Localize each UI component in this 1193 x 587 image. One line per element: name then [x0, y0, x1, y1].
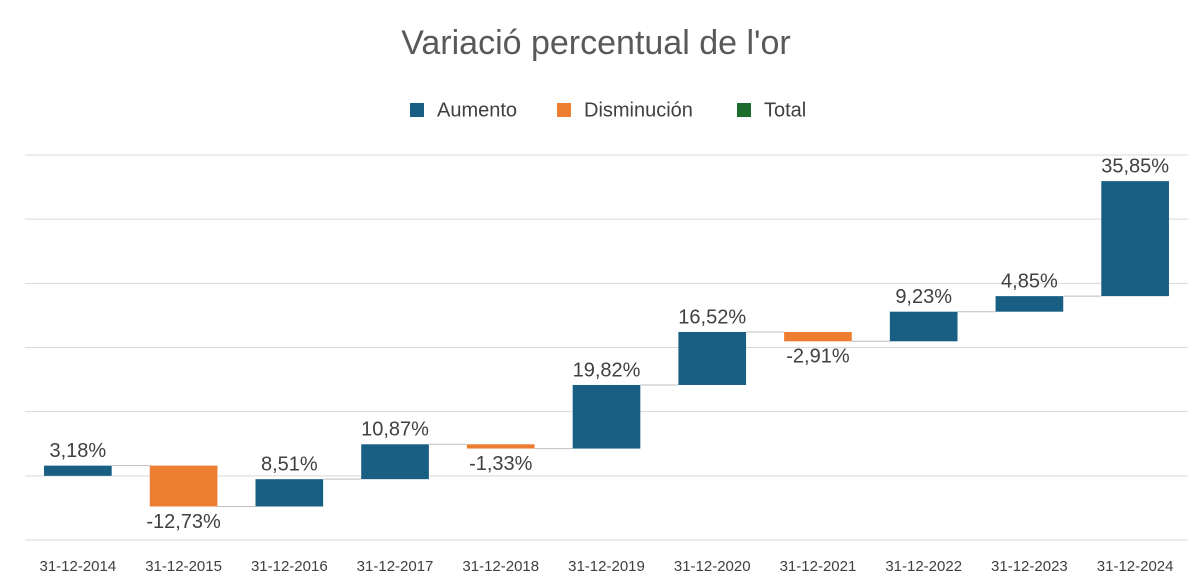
bar — [889, 311, 958, 342]
x-tick-label: 31-12-2017 — [357, 558, 434, 575]
data-label: 35,85% — [1101, 155, 1169, 177]
data-label: -2,91% — [786, 346, 850, 368]
bar — [466, 444, 535, 449]
x-tick-label: 31-12-2021 — [780, 558, 857, 575]
bar — [361, 444, 429, 480]
x-tick-label: 31-12-2016 — [251, 558, 328, 575]
data-label: 3,18% — [50, 440, 107, 462]
bar — [44, 465, 112, 476]
legend-label: Disminución — [584, 99, 693, 121]
x-tick-label: 31-12-2023 — [991, 558, 1068, 575]
data-label: -1,33% — [469, 453, 533, 475]
x-tick-label: 31-12-2018 — [462, 558, 539, 575]
x-tick-label: 31-12-2022 — [885, 558, 962, 575]
bar — [1101, 181, 1169, 297]
x-tick-label: 31-12-2015 — [145, 558, 222, 575]
legend-swatch — [737, 103, 751, 117]
legend-label: Aumento — [437, 99, 517, 121]
bar — [784, 331, 852, 342]
data-label: -12,73% — [146, 511, 221, 533]
x-tick-label: 31-12-2019 — [568, 558, 645, 575]
data-label: 9,23% — [895, 286, 952, 308]
x-tick-label: 31-12-2020 — [674, 558, 751, 575]
x-tick-label: 31-12-2024 — [1097, 558, 1174, 575]
bar — [255, 479, 324, 507]
legend-swatch — [557, 103, 571, 117]
data-label: 16,52% — [678, 306, 746, 328]
data-label: 10,87% — [361, 419, 429, 441]
bar — [995, 296, 1064, 312]
chart-title: Variació percentual de l'or — [401, 24, 791, 62]
bar — [572, 384, 641, 449]
legend-label: Total — [764, 99, 806, 121]
x-tick-label: 31-12-2014 — [39, 558, 116, 575]
data-label: 19,82% — [573, 359, 641, 381]
data-label: 4,85% — [1001, 270, 1058, 292]
bar — [678, 331, 747, 385]
legend-swatch — [410, 103, 424, 117]
data-label: 8,51% — [261, 453, 318, 475]
bar — [149, 465, 218, 507]
